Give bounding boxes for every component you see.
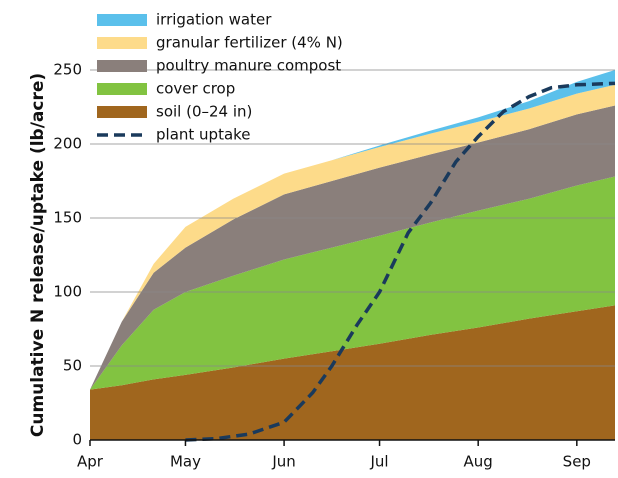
legend-swatch [97,60,147,72]
legend-label: granular fertilizer (4% N) [156,34,343,52]
y-tick-label: 150 [53,209,82,227]
legend-swatch [97,37,147,49]
x-tick-label: May [170,453,201,471]
legend-label: plant uptake [156,126,251,144]
y-tick-label: 100 [53,283,82,301]
x-tick-label: Apr [77,453,104,471]
legend-label: irrigation water [156,11,272,29]
y-tick-label: 50 [63,357,82,375]
legend-swatch [97,14,147,26]
area [90,176,615,390]
line [185,81,616,442]
legend-label: soil (0–24 in) [156,103,252,121]
y-tick-label: 200 [53,135,82,153]
x-tick-label: Jul [369,453,388,471]
area [90,84,615,390]
x-tick-label: Sep [563,453,591,471]
y-tick-label: 250 [53,61,82,79]
y-tick-label: 0 [72,431,82,449]
legend-label: cover crop [156,80,235,98]
legend-label: poultry manure compost [156,57,341,75]
x-tick-label: Aug [464,453,493,471]
area [90,105,615,390]
x-tick-label: Jun [271,453,295,471]
legend-swatch [97,83,147,95]
y-axis-label: Cumulative N release/uptake (lb/acre) [28,73,48,437]
legend-swatch [97,106,147,118]
area [90,305,615,440]
